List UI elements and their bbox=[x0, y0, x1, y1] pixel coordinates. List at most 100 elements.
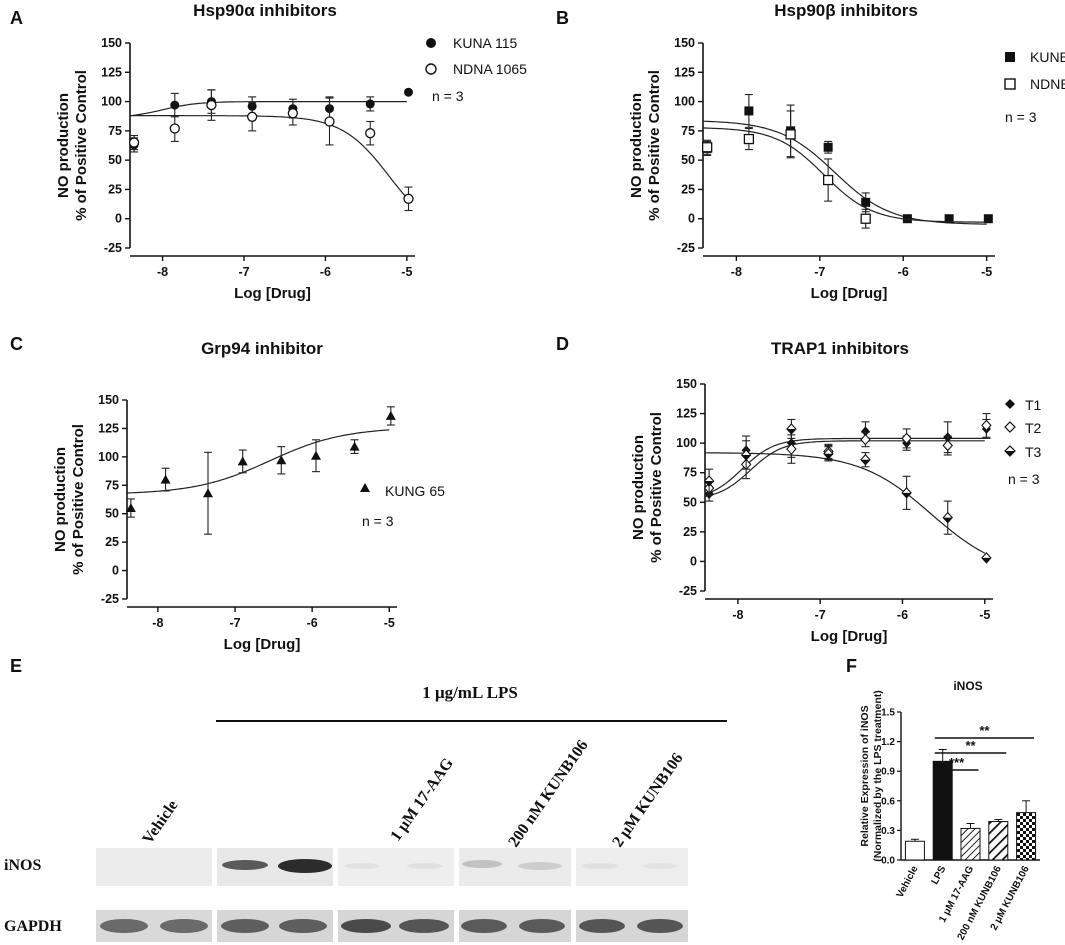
panel-c-xlabel: Log [Drug] bbox=[224, 636, 301, 653]
blot-inos-strips bbox=[96, 848, 688, 886]
point-kung-65 bbox=[203, 488, 213, 498]
panel-b-ylabel-2: % of Positive Control bbox=[646, 70, 663, 221]
panel-a-ytick-label: 75 bbox=[108, 124, 122, 138]
point-ndnb-1151 bbox=[785, 129, 796, 140]
point-t3-fill bbox=[741, 454, 751, 460]
blot-band-inos-200nm-2 bbox=[518, 862, 562, 870]
panel-f-ytick-label: 0.6 bbox=[881, 796, 895, 807]
panel-c-ytick-label: 50 bbox=[105, 507, 119, 521]
point-kunb-106 bbox=[944, 214, 954, 224]
panel-d: D TRAP1 inhibitors -25 0 25 50 75 100 125 150 -8… bbox=[556, 334, 1042, 645]
point-ndna-1065 bbox=[365, 128, 376, 139]
panel-d-ylabel-1: NO production bbox=[630, 435, 647, 540]
panel-b: B Hsp90β inhibitors -250255075100125150-… bbox=[556, 1, 1065, 302]
panel-f-ylabel-2: (Normalized by the LPS treatment) bbox=[872, 690, 884, 862]
blot-band-gapdh-2um-1 bbox=[579, 919, 625, 933]
blot-inos-vehicle bbox=[96, 848, 212, 886]
panel-d-xtick-label: -6 bbox=[897, 608, 908, 622]
point-t3 bbox=[942, 511, 953, 524]
point-kunb-106 bbox=[983, 214, 993, 224]
legend-label-t2: T2 bbox=[1025, 420, 1042, 436]
point-kunb-106 bbox=[902, 214, 912, 224]
point-t2 bbox=[901, 432, 912, 445]
panel-b-xtick-label: -5 bbox=[981, 265, 992, 279]
panel-letter-e: E bbox=[10, 656, 22, 676]
fit-curve-kunb-106 bbox=[702, 120, 987, 225]
legend-marker-ndna-1065 bbox=[425, 63, 437, 75]
panel-a: A Hsp90α inhibitors -250255075100125150-… bbox=[10, 1, 527, 302]
panel-c-xtick-label: -8 bbox=[152, 616, 163, 630]
panel-d-ytick-label: 125 bbox=[676, 407, 697, 421]
blot-gapdh-strips bbox=[96, 910, 688, 942]
point-t3-fill bbox=[704, 480, 714, 486]
legend-marker-t1 bbox=[1005, 399, 1015, 409]
blot-band-gapdh-lps-1 bbox=[221, 919, 269, 933]
point-t3 bbox=[901, 487, 912, 499]
panel-b-ytick-label: 75 bbox=[681, 124, 695, 138]
panel-c-n-note: n = 3 bbox=[362, 513, 394, 529]
panel-d-ylabel-2: % of Positive Control bbox=[648, 412, 665, 563]
panel-a-ytick-label: 50 bbox=[108, 153, 122, 167]
point-kung-65 bbox=[125, 503, 136, 513]
panel-d-ytick-label: -25 bbox=[679, 584, 697, 598]
lane-label-17aag: 1 μM 17-AAG bbox=[387, 755, 457, 845]
panel-c-ytick-label: 100 bbox=[98, 450, 119, 464]
panel-d-xtick-label: -8 bbox=[732, 608, 743, 622]
point-t2 bbox=[786, 443, 797, 455]
panel-c-ylabel-1: NO production bbox=[52, 447, 69, 552]
panel-d-ytick-label: 25 bbox=[683, 525, 697, 539]
point-t3-fill bbox=[943, 517, 953, 523]
panel-c-legend: KUNG 65 n = 3 bbox=[360, 483, 445, 529]
panel-c: C Grp94 inhibitor -250255075100125150-8-… bbox=[10, 334, 445, 653]
fit-curve-t1 bbox=[704, 437, 985, 495]
panel-a-legend: KUNA 115 NDNA 1065 n = 3 bbox=[425, 35, 527, 104]
blot-band-gapdh-lps-2 bbox=[279, 919, 327, 933]
panel-b-plot bbox=[702, 93, 993, 229]
point-ndna-1065 bbox=[403, 193, 414, 204]
panel-a-xtick-label: -5 bbox=[401, 265, 412, 279]
fit-curve-kung-65 bbox=[126, 429, 390, 494]
legend-marker-t3 bbox=[1004, 445, 1016, 457]
panel-c-plot bbox=[125, 406, 396, 535]
point-ndnb-1151 bbox=[860, 213, 871, 224]
point-kung-65 bbox=[276, 455, 287, 465]
panel-b-ytick-label: 150 bbox=[674, 36, 695, 50]
panel-a-n-note: n = 3 bbox=[432, 88, 464, 104]
panel-a-axes: -25 0 25 50 75 100 125 150 -8 -7 -6 -5 Log [Drug] NO … bbox=[55, 36, 415, 302]
panel-d-title: TRAP1 inhibitors bbox=[771, 339, 909, 358]
legend-marker-ndnb-1151 bbox=[1004, 78, 1016, 90]
point-ndna-1065 bbox=[287, 108, 299, 119]
point-kuna-115 bbox=[403, 87, 413, 97]
blot-band-inos-2um-1 bbox=[582, 863, 618, 869]
legend-label-kuna-115: KUNA 115 bbox=[453, 35, 518, 51]
point-t3-fill bbox=[786, 428, 796, 434]
panel-b-axes: -25 0 25 50 75 100 125 150 -8 -7 -6 -5 Log [Drug] NO … bbox=[628, 36, 995, 302]
legend-label-kung-65: KUNG 65 bbox=[385, 483, 445, 499]
legend-marker-t2 bbox=[1004, 421, 1016, 433]
panel-a-ytick-label: 125 bbox=[101, 65, 122, 79]
point-t3 bbox=[786, 423, 797, 435]
point-kunb-106 bbox=[744, 106, 754, 116]
panel-a-plot bbox=[128, 87, 414, 212]
panel-d-n-note: n = 3 bbox=[1008, 471, 1040, 487]
point-kung-65 bbox=[237, 456, 248, 466]
point-ndna-1065 bbox=[169, 123, 180, 134]
panel-c-ytick-label: 25 bbox=[105, 535, 119, 549]
panel-c-title: Grp94 inhibitor bbox=[201, 339, 323, 358]
panel-e: E 1 μg/mL LPS Vehicle 1 μM 17-AAG 200 nM… bbox=[4, 656, 727, 942]
panel-d-plot bbox=[703, 413, 992, 564]
point-kunb-106 bbox=[861, 197, 871, 207]
panel-a-xtick-label: -6 bbox=[320, 265, 331, 279]
point-t1 bbox=[860, 426, 870, 437]
blot-band-gapdh-200nm-2 bbox=[519, 919, 565, 933]
point-ndnb-1151 bbox=[702, 142, 713, 153]
point-ndnb-1151 bbox=[822, 174, 834, 186]
blot-band-inos-17aag-1 bbox=[344, 863, 380, 869]
panel-letter-c: C bbox=[10, 334, 23, 354]
panel-a-ylabel-2: % of Positive Control bbox=[73, 70, 90, 221]
point-t3-fill bbox=[902, 492, 912, 498]
panel-d-ytick-label: 100 bbox=[676, 436, 697, 450]
bar-vehicle bbox=[904, 840, 925, 861]
